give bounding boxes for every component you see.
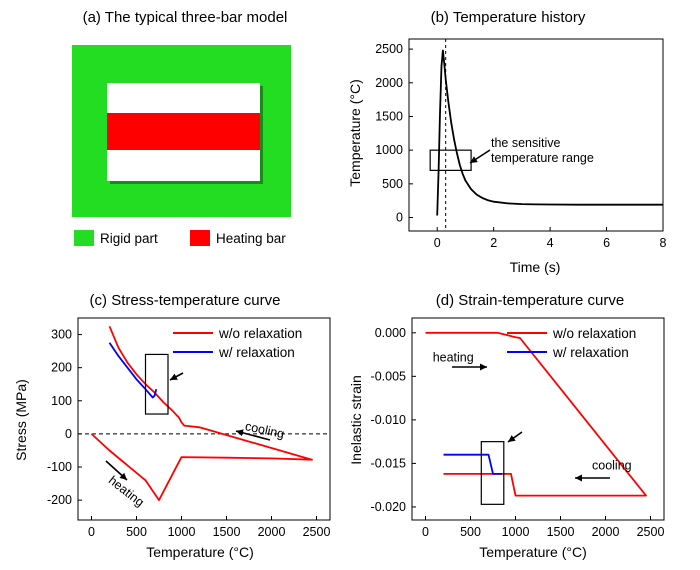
x-tick-label-d: 2500 [637,525,665,539]
annotation-d-0: heating [433,351,474,365]
series-line-c-0 [90,325,313,502]
y-tick-label-d: 0.000 [375,326,406,340]
arrow-d-heating-head [480,363,487,371]
x-tick-label-c: 1000 [168,525,196,539]
panel-b: (b) Temperature history 0 2 4 6 8 0 500 1000 150… [347,9,667,275]
panel-b-ylabel: Temperature (°C) [347,79,363,187]
series-line-c-1 [108,342,158,399]
panel-b-xlabel: Time (s) [510,259,561,275]
legend-swatch-heating [190,230,210,246]
y-tick-label-d: -0.005 [371,369,406,383]
panel-d-ylabel: Inelastic strain [348,375,364,464]
highlight-box-c [144,353,169,415]
x-tick-label-b: 4 [547,236,554,250]
y-tick-label-b: 2500 [375,42,403,56]
plot-d: 0 500 1000 1500 2000 2500 0.000 -0.005 -0.010 -0.… [371,317,665,539]
panel-b-annotation-line1: the sensitive [491,136,561,150]
series-line-d-1 [443,453,502,475]
x-tick-label-b: 0 [434,236,441,250]
y-tick-label-b: 500 [382,177,403,191]
panel-c-ylabel: Stress (MPa) [13,379,29,461]
legend-label-c-0: w/o relaxation [218,326,302,341]
y-tick-label-c: 0 [65,427,72,441]
panel-b-title: (b) Temperature history [431,9,586,26]
y-tick-label-d: -0.010 [371,413,406,427]
legend-label-c-1: w/ relaxation [218,345,295,360]
y-tick-label-d: -0.015 [371,456,406,470]
y-tick-label-b: 1500 [375,109,403,123]
panel-c: (c) Stress-temperature curve 0 500 1000 150… [13,292,331,560]
y-tick-label-b: 1000 [375,143,403,157]
plot-b: 0 2 4 6 8 0 500 1000 1500 2000 2500 [375,38,667,250]
arrow-c-cooling-head [236,429,244,437]
y-tick-label-b: 2000 [375,76,403,90]
panel-b-annotation-line2: temperature range [491,151,594,165]
x-tick-label-d: 0 [422,525,429,539]
legend-swatch-rigid [74,230,94,246]
x-tick-label-c: 0 [88,525,95,539]
heating-bar [107,113,260,150]
x-tick-label-d: 1000 [502,525,530,539]
x-tick-label-d: 2000 [592,525,620,539]
y-tick-label-d: -0.020 [371,500,406,514]
panel-d-title: (d) Strain-temperature curve [436,292,624,309]
legend-label-heating: Heating bar [216,231,286,246]
arrow-d-box-head [508,435,516,442]
plot-frame-c [77,317,331,521]
y-tick-label-c: 100 [51,394,72,408]
panel-c-xlabel: Temperature (°C) [146,544,254,560]
panel-a: (a) The typical three-bar model Rigid pa… [72,9,291,246]
plot-frame-d [411,317,665,521]
highlight-box-d [480,441,505,505]
plot-c: 0 500 1000 1500 2000 2500-200-1000100200300co… [47,317,331,539]
panel-d: (d) Strain-temperature curve 0 500 1000 150… [348,292,665,560]
y-tick-label-c: -100 [47,460,72,474]
x-tick-label-c: 1500 [213,525,241,539]
x-tick-label-c: 2500 [303,525,331,539]
x-tick-label-d: 500 [460,525,481,539]
plot-frame-b [408,38,664,232]
x-tick-label-b: 8 [660,236,667,250]
annotation-d-1: cooling [592,459,632,473]
legend-label-d-0: w/o relaxation [552,326,636,341]
y-tick-label-c: -200 [47,493,72,507]
series-line-b-0 [436,49,663,216]
panel-a-title: (a) The typical three-bar model [83,9,288,26]
y-tick-label-c: 200 [51,361,72,375]
arrow-d-cooling-head [575,474,582,482]
annotation-arrows [105,149,610,482]
arrow-b-sensitive-head [470,156,478,163]
x-tick-label-d: 1500 [547,525,575,539]
x-tick-label-c: 2000 [258,525,286,539]
x-tick-label-b: 6 [603,236,610,250]
highlight-box-b [429,149,472,171]
arrow-c-box-head [170,373,178,380]
legend-label-d-1: w/ relaxation [552,345,629,360]
panel-c-title: (c) Stress-temperature curve [90,292,281,309]
legend-label-rigid: Rigid part [100,231,158,246]
x-tick-label-c: 500 [126,525,147,539]
y-tick-label-c: 300 [51,328,72,342]
y-tick-label-b: 0 [396,211,403,225]
panel-d-xlabel: Temperature (°C) [479,544,587,560]
arrow-c-heating-head [119,472,127,480]
x-tick-label-b: 2 [490,236,497,250]
